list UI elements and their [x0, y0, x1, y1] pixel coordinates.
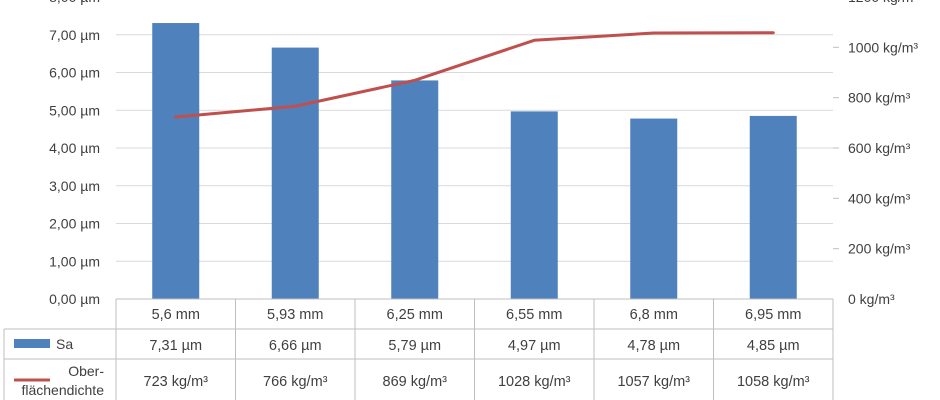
line-value-label: 766 kg/m³ — [263, 374, 328, 390]
line-value-label: 869 kg/m³ — [383, 374, 448, 390]
y-right-tick-label: 1200 kg/m³ — [848, 0, 918, 5]
y-left-tick-label: 2,00 µm — [49, 216, 100, 232]
bar — [749, 115, 797, 299]
right-axis-ticks: 0 kg/m³ 200 kg/m³ 400 kg/m³ 600 kg/m³ 800 kg… — [833, 0, 918, 307]
y-left-tick-label: 4,00 µm — [49, 140, 100, 156]
x-category-label: 5,6 mm — [152, 307, 200, 323]
bar — [630, 118, 678, 300]
legend-line-label: flächendichte — [21, 382, 104, 398]
bar — [510, 111, 558, 299]
legend-line-label: Ober- — [68, 363, 104, 379]
line-series — [174, 31, 775, 119]
data-table: 5,6 mm 5,93 mm 6,25 mm 6,55 mm 6,8 mm 6,95 mm… — [3, 298, 834, 400]
y-left-tick-label: 8,00 µm — [49, 0, 100, 5]
bar-value-label: 4,97 µm — [508, 338, 561, 354]
bar-value-label: 4,85 µm — [747, 338, 800, 354]
y-left-tick-label: 3,00 µm — [49, 178, 100, 194]
legend-bar-swatch — [14, 339, 50, 348]
series-line — [174, 31, 775, 119]
legend-bar-label: Sa — [56, 336, 73, 352]
line-value-label: 1058 kg/m³ — [737, 374, 810, 390]
y-left-tick-label: 5,00 µm — [49, 102, 100, 118]
bar-value-label: 4,78 µm — [627, 338, 680, 354]
gridlines — [116, 34, 833, 262]
x-category-label: 6,8 mm — [630, 307, 678, 323]
x-category-label: 6,25 mm — [387, 307, 443, 323]
bar — [391, 80, 439, 300]
x-category-label: 5,93 mm — [267, 307, 323, 323]
bar — [271, 47, 319, 300]
y-left-tick-label: 0,00 µm — [49, 291, 100, 307]
y-left-tick-label: 1,00 µm — [49, 253, 100, 269]
bar — [152, 23, 200, 300]
y-right-tick-label: 800 kg/m³ — [848, 90, 911, 106]
bar-series — [152, 23, 797, 300]
y-right-tick-label: 1000 kg/m³ — [848, 39, 918, 55]
line-value-label: 723 kg/m³ — [144, 374, 209, 390]
line-value-label: 1028 kg/m³ — [498, 374, 571, 390]
line-value-label: 1057 kg/m³ — [617, 374, 690, 390]
left-axis-ticks: 0,00 µm 1,00 µm 2,00 µm 3,00 µm 4,00 µm 5,00 … — [49, 0, 100, 307]
y-left-tick-label: 6,00 µm — [49, 65, 100, 81]
x-category-label: 6,95 mm — [745, 307, 801, 323]
x-category-label: 6,55 mm — [506, 307, 562, 323]
bar-value-label: 5,79 µm — [388, 338, 441, 354]
y-right-tick-label: 400 kg/m³ — [848, 190, 911, 206]
y-right-tick-label: 0 kg/m³ — [848, 291, 895, 307]
bar-value-label: 7,31 µm — [149, 338, 202, 354]
y-right-tick-label: 200 kg/m³ — [848, 241, 911, 257]
bar-value-label: 6,66 µm — [269, 338, 322, 354]
y-right-tick-label: 600 kg/m³ — [848, 140, 911, 156]
y-left-tick-label: 7,00 µm — [49, 27, 100, 43]
